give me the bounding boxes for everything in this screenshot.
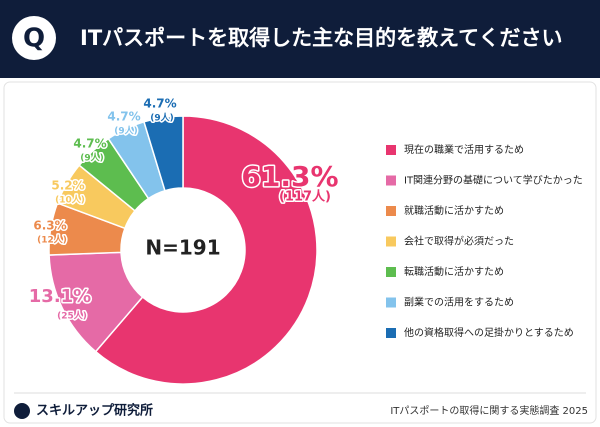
legend-label: 会社で取得が必須だった — [404, 235, 514, 248]
value-label: 13.1% — [29, 286, 91, 307]
header-bar — [0, 0, 600, 78]
value-label: 4.7% — [107, 110, 140, 124]
count-label: (9人) — [150, 112, 174, 124]
count-label: (10人) — [55, 194, 85, 206]
legend-label: 就職活動に活かすため — [404, 204, 504, 217]
chart-title: ITパスポートを取得した主な目的を教えてください — [80, 26, 562, 50]
value-label: 61.3% — [241, 160, 338, 193]
value-label: 4.7% — [143, 97, 176, 111]
card — [3, 81, 597, 424]
legend-swatch — [386, 267, 396, 277]
badge-circle — [12, 16, 56, 60]
slice — [143, 115, 184, 192]
center-label: N=191 — [145, 236, 220, 260]
legend-swatch — [386, 175, 396, 186]
count-label: (117人) — [279, 189, 331, 205]
legend-swatch — [386, 328, 396, 338]
legend-swatch — [386, 145, 396, 155]
value-label: 6.3% — [33, 219, 66, 233]
legend-swatch — [386, 297, 396, 308]
brand: スキルアップ研究所 — [36, 403, 153, 419]
legend-label: IT関連分野の基礎について学びたかった — [404, 174, 583, 187]
count-label: (25人) — [57, 310, 87, 322]
legend-swatch — [386, 236, 396, 247]
legend-label: 副業での活用をするため — [404, 296, 514, 309]
count-label: (12人) — [37, 234, 67, 246]
legend-label: 現在の職業で活用するため — [404, 143, 524, 156]
value-label: 4.7% — [73, 137, 106, 151]
brand-icon — [14, 403, 30, 419]
value-label: 5.2% — [51, 179, 84, 193]
badge: Q — [23, 24, 45, 54]
legend-label: 他の資格取得への足掛かりとするため — [404, 326, 574, 339]
count-label: (9人) — [80, 152, 104, 164]
slice — [94, 115, 318, 385]
source: ITパスポートの取得に関する実態調査 2025 — [390, 404, 588, 417]
legend-label: 転職活動に活かすため — [404, 265, 504, 278]
legend-swatch — [386, 206, 396, 216]
count-label: (9人) — [114, 125, 138, 137]
